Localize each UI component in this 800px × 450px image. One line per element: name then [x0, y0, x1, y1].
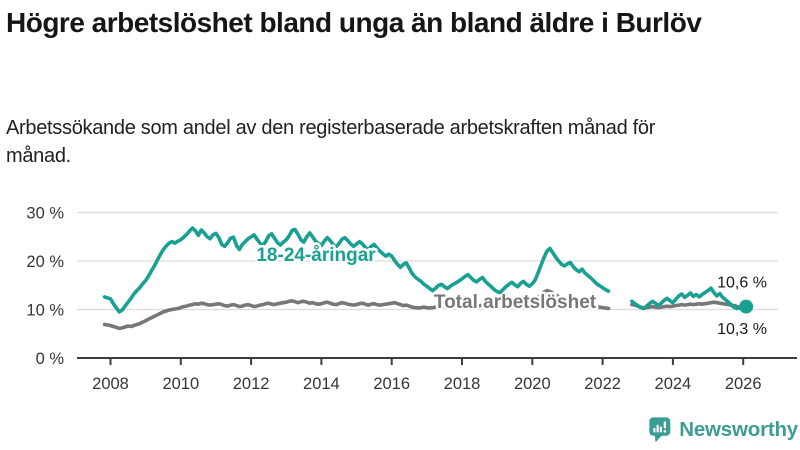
x-axis-label-2018: 2018 [444, 375, 481, 393]
y-axis-label-10: 10 % [26, 302, 64, 320]
x-axis-label-2008: 2008 [92, 375, 129, 393]
newsworthy-brand[interactable]: Newsworthy [648, 409, 798, 450]
x-axis-label-2010: 2010 [162, 375, 199, 393]
chart-subtitle: Arbetssökande som andel av den registerb… [6, 117, 656, 167]
y-axis-label-20: 20 % [26, 253, 64, 271]
series-label-youth: 18-24-åringar [256, 245, 376, 266]
series-line-total [102, 288, 748, 331]
x-axis-label-2026: 2026 [725, 375, 762, 393]
y-axis-label-0: 0 % [36, 350, 65, 368]
x-axis-label-2012: 2012 [233, 375, 270, 393]
series-line-youth [102, 226, 748, 314]
brand-name: Newsworthy [679, 417, 798, 441]
x-axis-label-2020: 2020 [514, 375, 551, 393]
latest-value-label-total: 10,3 % [717, 321, 767, 338]
latest-value-dot-youth [739, 299, 754, 314]
series-label-total: Total arbetslöshet [434, 292, 597, 313]
x-axis-label-2022: 2022 [584, 375, 621, 393]
x-axis-label-2024: 2024 [655, 375, 692, 393]
speech-bubble-bar-chart-icon [649, 417, 671, 443]
x-axis-label-2016: 2016 [373, 375, 410, 393]
y-axis-label-30: 30 % [26, 205, 64, 223]
x-axis-label-2014: 2014 [303, 375, 340, 393]
latest-value-label-youth: 10,6 % [717, 275, 767, 292]
page-title: Högre arbetslöshet bland unga än bland ä… [6, 7, 702, 38]
